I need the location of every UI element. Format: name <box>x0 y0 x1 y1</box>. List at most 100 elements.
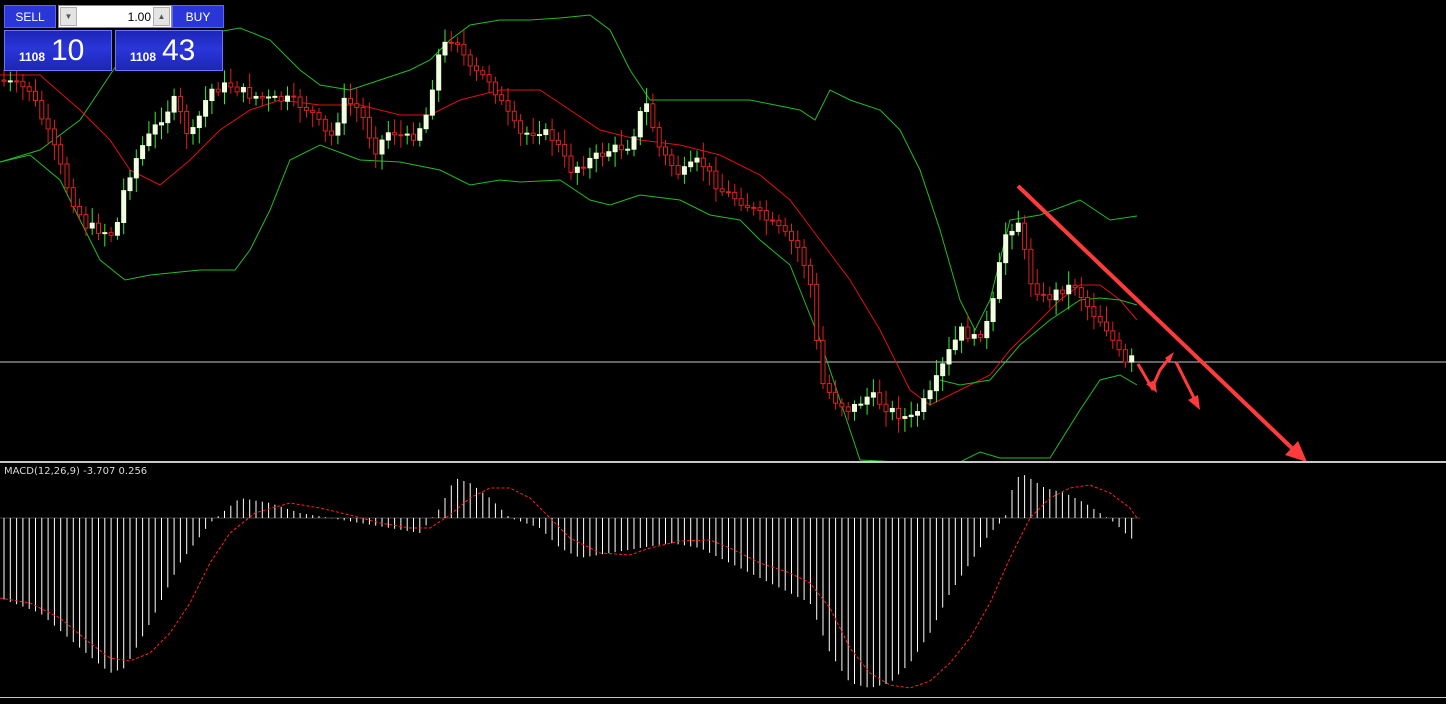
candle-body <box>70 187 76 207</box>
candle-body <box>146 133 152 147</box>
triangle-up-icon[interactable]: ▲ <box>153 7 170 26</box>
candle-body <box>89 222 95 229</box>
pane-divider[interactable] <box>0 461 1446 463</box>
candle-body <box>297 96 303 108</box>
sell-price-prefix: 1108 <box>19 50 46 64</box>
candle-body <box>751 206 757 209</box>
candle-body <box>889 407 895 413</box>
candle-body <box>826 383 832 393</box>
candle-body <box>789 230 794 242</box>
candle-body <box>335 122 341 136</box>
candle-body <box>499 94 505 102</box>
one-click-trading-panel: SELL ▼ ▲ BUY 1108 10 1108 43 <box>4 5 224 71</box>
candle-body <box>215 88 221 93</box>
candle-body <box>933 375 939 392</box>
candle-body <box>26 86 32 92</box>
triangle-down-icon[interactable]: ▼ <box>60 7 77 26</box>
candle-body <box>707 166 713 172</box>
candle-body <box>852 403 857 412</box>
lot-size-field[interactable]: ▼ ▲ <box>58 5 172 28</box>
candle-body <box>1072 284 1078 289</box>
candle-body <box>1053 289 1059 301</box>
candle-body <box>348 97 353 105</box>
candle-body <box>600 152 605 157</box>
candle-body <box>1104 321 1109 332</box>
candle-body <box>278 95 284 102</box>
candle-body <box>971 334 977 339</box>
sell-button[interactable]: SELL <box>4 5 56 28</box>
lot-size-input[interactable] <box>79 7 153 26</box>
candle-body <box>877 392 883 405</box>
candle-body <box>272 95 278 98</box>
candle-body <box>64 163 70 189</box>
candle-body <box>190 127 196 135</box>
candle-body <box>555 139 561 146</box>
candle-body <box>33 90 38 102</box>
candle-body <box>713 170 719 190</box>
macd-label: MACD(12,26,9) -3.707 0.256 <box>4 466 148 477</box>
candle-body <box>1034 283 1040 295</box>
candle-body <box>152 124 158 135</box>
candle-body <box>606 151 612 157</box>
candle-body <box>184 111 190 135</box>
candle-body <box>593 152 599 159</box>
price-chart[interactable] <box>0 0 1446 461</box>
candle-body <box>58 144 64 165</box>
sell-price-quote[interactable]: 1108 10 <box>4 30 112 71</box>
candle-body <box>102 232 108 235</box>
candle-body <box>833 391 839 404</box>
candle-body <box>310 109 316 114</box>
candle-body <box>883 403 889 413</box>
candle-body <box>322 118 328 132</box>
candle-body <box>694 157 700 163</box>
candle-body <box>1116 339 1122 351</box>
candle-body <box>203 100 209 117</box>
bollinger-middle-band <box>0 74 1138 406</box>
trend-arrow-annotation[interactable] <box>1016 184 1307 461</box>
macd-histogram <box>3 475 1133 688</box>
candle-body <box>45 118 51 130</box>
candle-body <box>423 114 429 130</box>
candle-body <box>1059 289 1065 295</box>
candle-body <box>1091 306 1097 317</box>
candle-body <box>404 133 410 136</box>
candle-body <box>1028 248 1034 285</box>
candle-body <box>688 161 694 168</box>
zigzag-arrow-annotation[interactable] <box>1136 352 1200 410</box>
candle-body <box>14 80 20 83</box>
candle-body <box>562 144 568 157</box>
candle-body <box>51 128 57 146</box>
candle-body <box>329 130 335 136</box>
sell-price-pips: 10 <box>51 34 85 67</box>
candle-body <box>492 81 498 96</box>
candle-body <box>316 112 322 120</box>
candle-body <box>354 103 360 108</box>
candle-body <box>656 126 662 148</box>
candle-body <box>417 128 423 141</box>
candle-body <box>1041 293 1046 296</box>
candle-body <box>1003 234 1009 264</box>
macd-indicator-pane[interactable] <box>0 463 1446 703</box>
candlestick-series[interactable] <box>1 29 1135 433</box>
candle-body <box>921 398 927 413</box>
candle-body <box>618 144 624 151</box>
candle-body <box>1129 355 1135 363</box>
candle-body <box>474 65 479 72</box>
buy-price-quote[interactable]: 1108 43 <box>115 30 223 71</box>
candle-body <box>946 349 952 365</box>
candle-body <box>177 95 183 113</box>
candle-body <box>303 106 309 111</box>
candle-body <box>757 207 763 212</box>
candle-body <box>228 82 234 88</box>
candle-body <box>524 132 530 135</box>
candle-body <box>505 100 511 112</box>
candle-body <box>625 148 631 151</box>
buy-button[interactable]: BUY <box>172 5 224 28</box>
candle-body <box>480 70 486 76</box>
candle-body <box>537 134 542 137</box>
candle-body <box>291 95 297 98</box>
candle-body <box>455 42 461 45</box>
candle-body <box>952 339 958 351</box>
candle-body <box>127 177 133 192</box>
candle-body <box>247 87 253 99</box>
